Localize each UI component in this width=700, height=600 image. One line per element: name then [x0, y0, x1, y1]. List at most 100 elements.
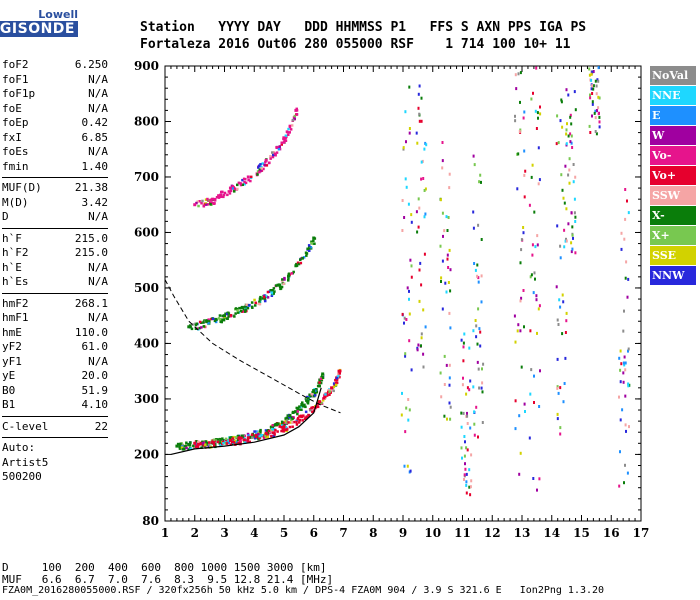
- echo-point: [204, 440, 207, 443]
- echo-point: [241, 178, 244, 182]
- param-row: h`F2 215.0: [2, 246, 108, 261]
- spread-echo: [557, 391, 560, 395]
- param-value: 6.85: [81, 130, 109, 144]
- echo-point: [260, 169, 263, 172]
- spread-echo: [598, 115, 601, 119]
- spread-echo: [569, 140, 572, 144]
- spread-echo: [475, 324, 478, 328]
- echo-point: [298, 405, 301, 408]
- echo-point: [236, 434, 240, 438]
- param-value: 215.0: [74, 246, 108, 259]
- echo-point: [264, 295, 268, 298]
- y-tick-label: 300: [134, 392, 159, 406]
- spread-echo: [463, 473, 466, 477]
- spread-echo: [448, 401, 451, 405]
- echo-point: [292, 411, 296, 414]
- spread-echo: [517, 323, 520, 327]
- param-value: N/A: [88, 354, 108, 368]
- spread-echo: [514, 114, 516, 118]
- spread-echo: [536, 111, 539, 115]
- spread-echo: [619, 368, 622, 372]
- spread-echo: [443, 354, 446, 358]
- echo-point: [242, 436, 246, 440]
- spread-echo: [472, 329, 475, 333]
- spread-echo: [627, 211, 630, 215]
- echo-point: [315, 390, 319, 394]
- spread-echo: [559, 244, 562, 248]
- echo-point: [324, 393, 327, 396]
- spread-echo: [439, 198, 442, 202]
- spread-echo: [594, 79, 597, 83]
- param-row: hmE 110.0: [2, 326, 108, 341]
- spread-echo: [473, 422, 476, 426]
- spread-echo: [529, 392, 532, 396]
- echo-point: [268, 161, 271, 164]
- echo-point: [201, 199, 204, 203]
- echo-point: [244, 310, 247, 313]
- spread-echo: [568, 181, 571, 185]
- legend-item-ssw: SSW: [650, 186, 696, 205]
- x-tick-label: 16: [603, 526, 620, 540]
- spread-echo: [415, 131, 418, 135]
- spread-echo: [624, 394, 627, 398]
- echo-point: [269, 425, 273, 429]
- spread-echo: [420, 336, 423, 340]
- spread-echo: [596, 78, 599, 82]
- echo-point: [278, 283, 282, 287]
- echo-point: [300, 408, 303, 411]
- echo-point: [222, 318, 226, 322]
- spread-echo: [460, 411, 463, 415]
- echo-point: [304, 410, 308, 414]
- spread-echo: [466, 414, 469, 418]
- echo-point: [209, 202, 212, 206]
- spread-echo: [405, 406, 408, 410]
- echo-point: [217, 194, 220, 197]
- spread-echo: [556, 224, 559, 228]
- spread-echo: [417, 343, 420, 347]
- echo-point: [284, 134, 288, 137]
- spread-echo: [514, 399, 517, 403]
- trace-point: [205, 441, 209, 445]
- echo-point: [305, 415, 309, 418]
- echo-point: [272, 151, 276, 154]
- spread-echo: [519, 71, 522, 75]
- spread-echo: [519, 261, 522, 265]
- echo-point: [334, 379, 337, 382]
- spread-echo: [469, 379, 472, 383]
- echo-point: [225, 442, 229, 445]
- echo-point: [262, 436, 266, 440]
- spread-echo: [628, 425, 630, 429]
- echo-point: [288, 124, 292, 128]
- spread-echo: [531, 163, 534, 167]
- logo-line2: DIGISONDE: [0, 21, 78, 37]
- spread-echo: [571, 233, 574, 237]
- echo-point: [250, 433, 254, 436]
- echo-point: [288, 425, 292, 429]
- echo-point: [262, 435, 265, 438]
- spread-echo: [441, 211, 444, 215]
- echo-point: [262, 167, 265, 171]
- digisonde-logo: Lowell DIGISONDE: [0, 8, 78, 42]
- spread-echo: [407, 398, 410, 401]
- param-name: hmF1: [2, 311, 29, 324]
- spread-echo: [518, 414, 521, 418]
- echo-point: [239, 183, 243, 187]
- spread-echo: [524, 410, 526, 413]
- spread-echo: [473, 433, 476, 437]
- echo-point: [292, 420, 296, 424]
- spread-echo: [517, 72, 520, 76]
- spread-echo: [460, 338, 463, 342]
- x-tick-label: 12: [484, 526, 501, 540]
- spread-echo: [620, 231, 623, 235]
- echo-point: [333, 383, 336, 387]
- echo-point: [304, 416, 307, 419]
- param-value: 110.0: [74, 325, 108, 339]
- spread-echo: [626, 471, 629, 475]
- spread-echo: [421, 159, 424, 163]
- echo-point: [332, 382, 336, 385]
- echo-point: [243, 441, 247, 444]
- trace-point: [276, 283, 280, 287]
- trace-point: [211, 440, 215, 444]
- spread-echo: [477, 223, 480, 227]
- param-name: foF1: [2, 72, 29, 86]
